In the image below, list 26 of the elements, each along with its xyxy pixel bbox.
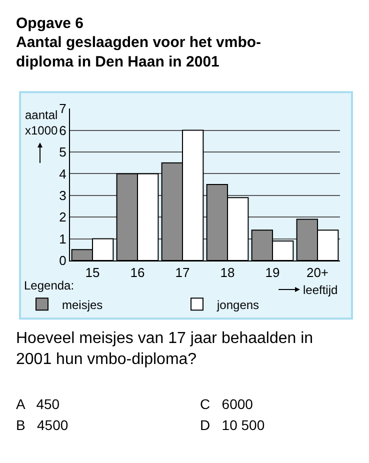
x-tick-label: 15 bbox=[85, 265, 100, 280]
x-tick-label: 16 bbox=[130, 265, 145, 280]
y-tick-label: 6 bbox=[59, 122, 66, 138]
chart-title: Opgave 6 bbox=[16, 15, 84, 32]
y-tick-label: 0 bbox=[59, 253, 66, 268]
y-tick-label: 5 bbox=[59, 144, 66, 160]
y-axis-title: aantal x1000 bbox=[25, 108, 58, 138]
legend-label: jongens bbox=[216, 298, 260, 312]
legend-title: Legenda: bbox=[24, 278, 74, 293]
y-tick-label: 2 bbox=[59, 210, 66, 225]
y-tick-label: 1 bbox=[59, 231, 66, 246]
y-tick-label: 7 bbox=[59, 101, 66, 116]
text: D 10 500 bbox=[200, 417, 265, 433]
legend-label: meisjes bbox=[62, 298, 103, 312]
x-axis-title: leeftijd bbox=[303, 283, 338, 297]
x-tick-label: 19 bbox=[265, 265, 280, 280]
text: C 6000 bbox=[200, 396, 254, 412]
y-tick-label: 3 bbox=[59, 188, 66, 203]
text: Hoeveel meisjes van 17 jaar behaalden in 2001 hun vmbo-diploma? bbox=[16, 330, 314, 368]
x-tick-label: 20+ bbox=[306, 265, 329, 280]
text: B 4500 bbox=[16, 417, 68, 433]
chart-subtitle: Aantal geslaagden voor het vmbo- diploma in Den Haan in 2001 bbox=[16, 34, 262, 70]
text: A 450 bbox=[16, 396, 60, 412]
y-tick-label: 4 bbox=[59, 166, 66, 182]
x-tick-label: 18 bbox=[220, 265, 235, 280]
x-tick-label: 17 bbox=[175, 265, 190, 280]
